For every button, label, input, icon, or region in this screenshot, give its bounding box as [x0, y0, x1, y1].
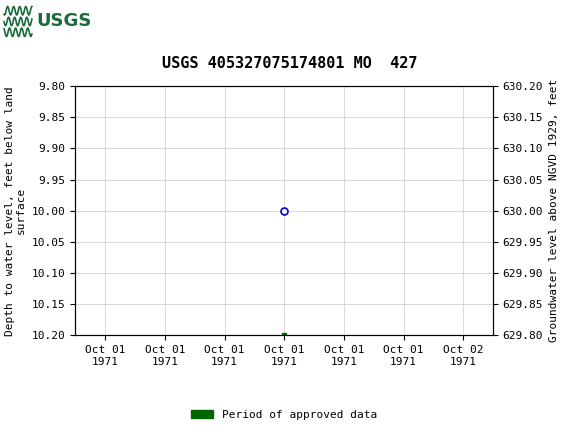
Y-axis label: Groundwater level above NGVD 1929, feet: Groundwater level above NGVD 1929, feet — [549, 79, 559, 342]
Text: USGS: USGS — [36, 12, 91, 31]
Bar — [3, 3, 84, 40]
Legend: Period of approved data: Period of approved data — [187, 406, 382, 424]
Text: USGS 405327075174801 MO  427: USGS 405327075174801 MO 427 — [162, 56, 418, 71]
Y-axis label: Depth to water level, feet below land
surface: Depth to water level, feet below land su… — [5, 86, 26, 335]
